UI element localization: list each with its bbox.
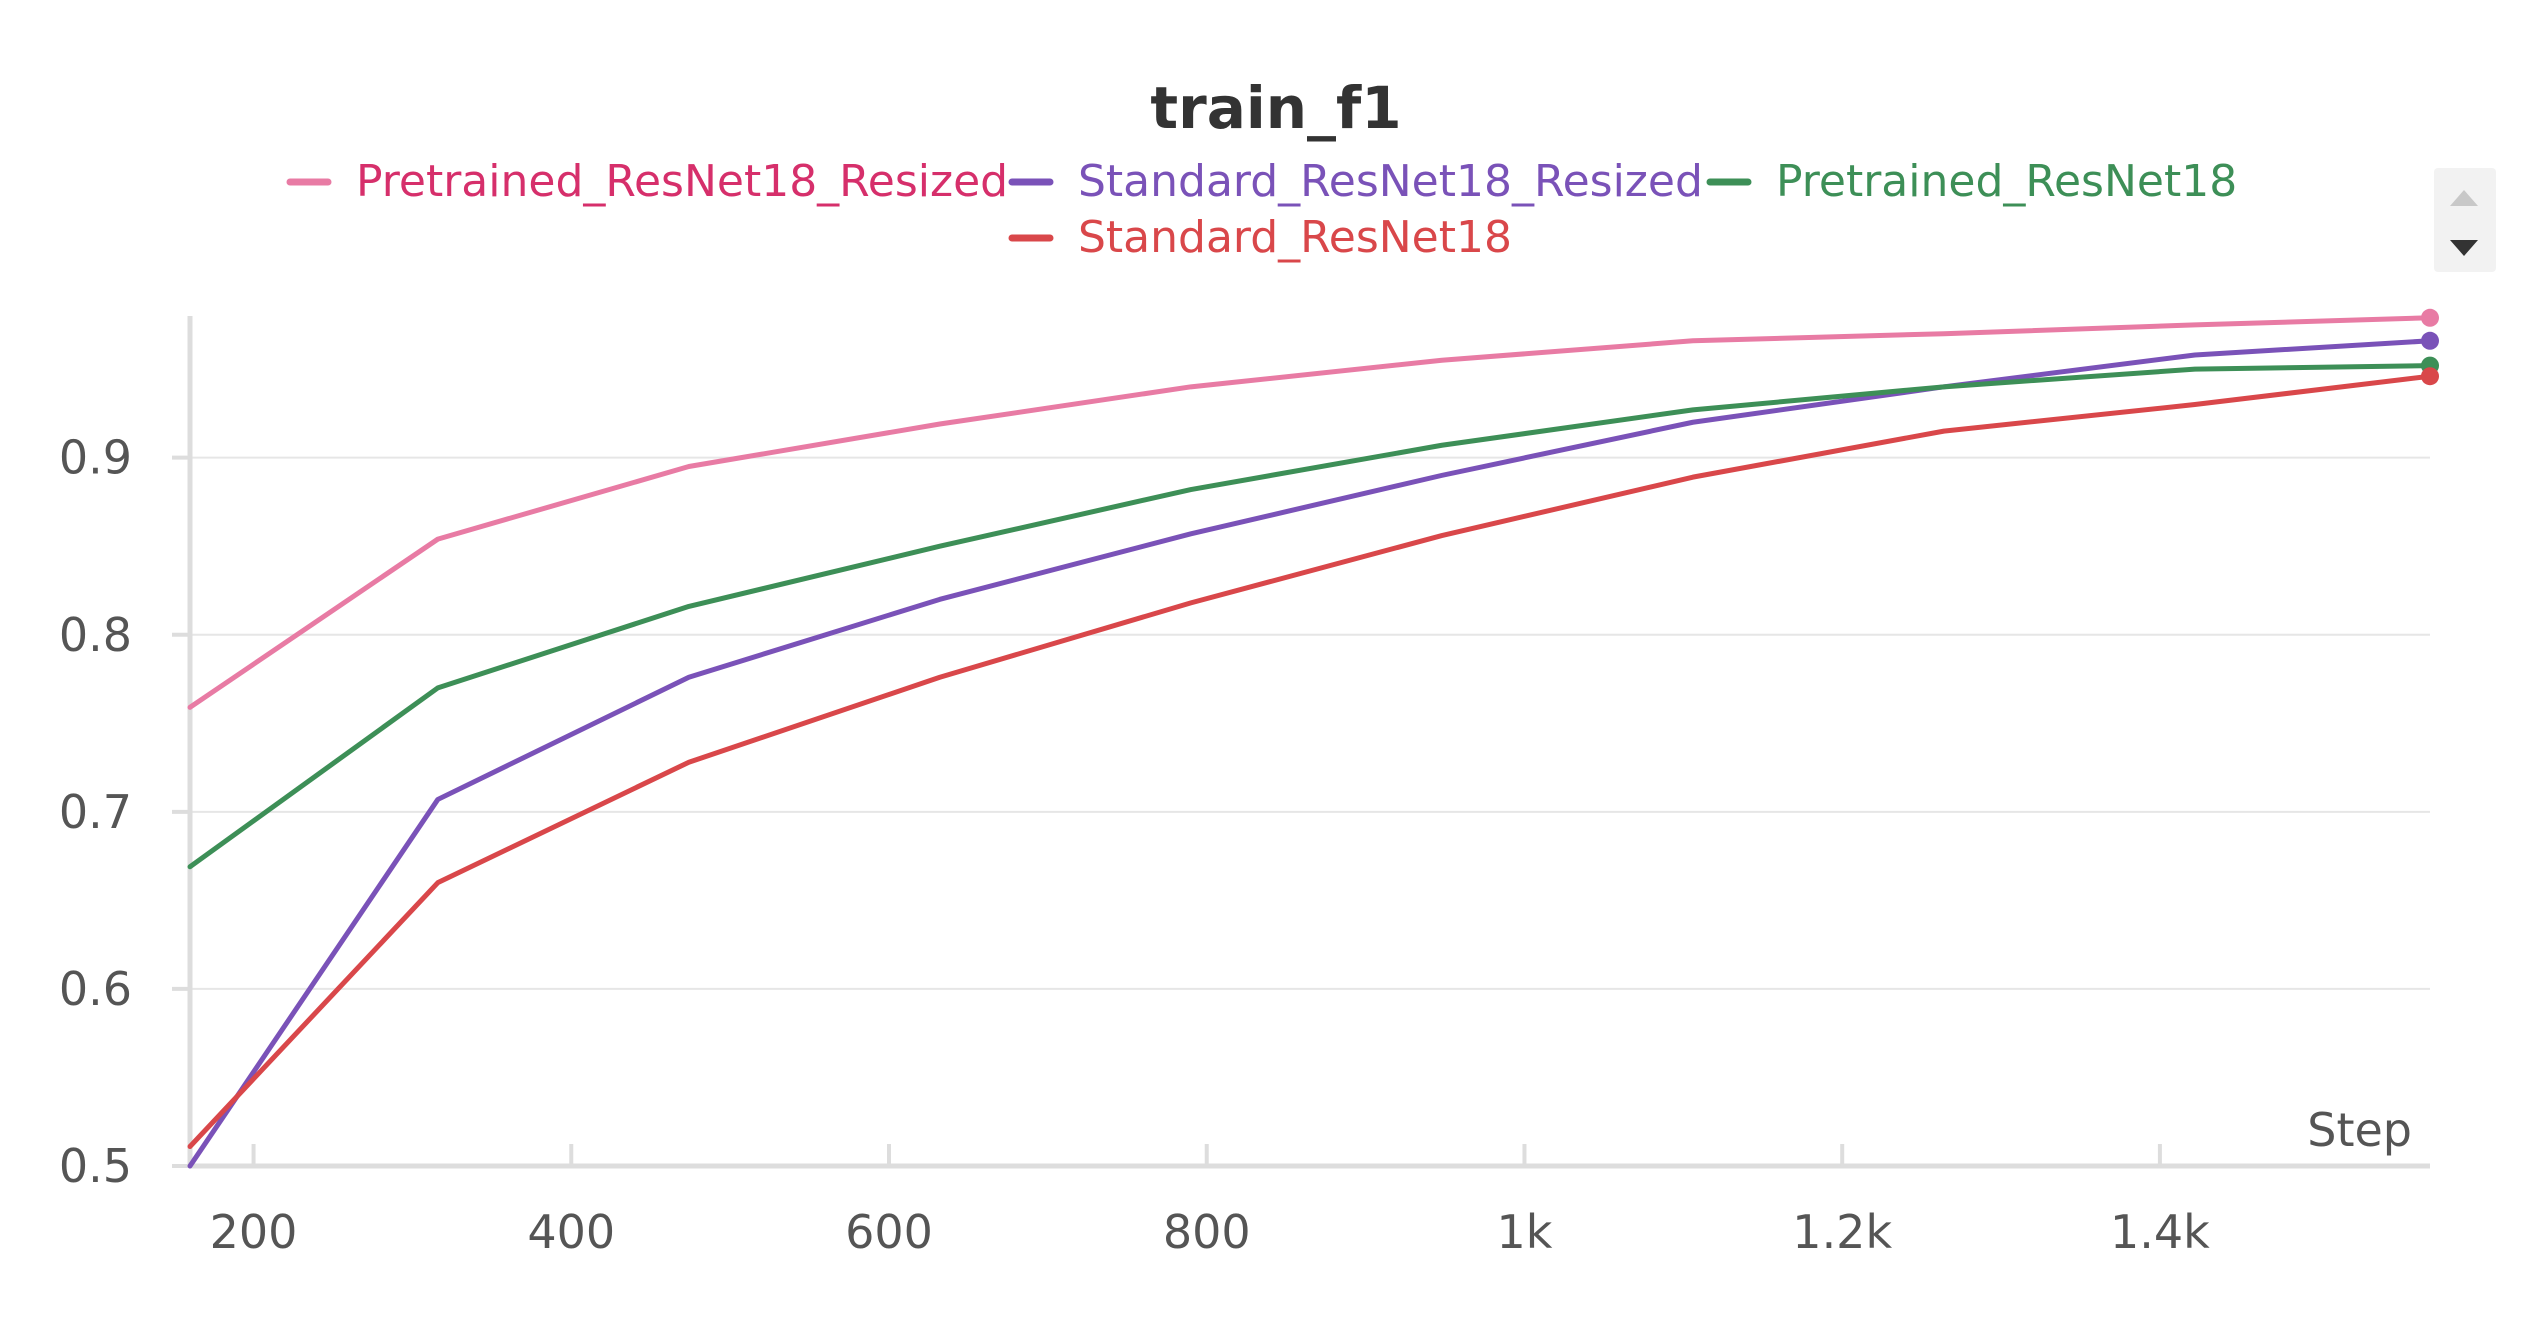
- y-tick-label: 0.8: [59, 608, 132, 662]
- legend-item[interactable]: Pretrained_ResNet18_Resized: [286, 156, 1008, 207]
- y-tick-label: 0.6: [59, 962, 132, 1016]
- y-tick-label: 0.5: [59, 1139, 132, 1193]
- legend-item[interactable]: Standard_ResNet18: [1008, 212, 1512, 263]
- x-tick-label: 1k: [1497, 1205, 1553, 1259]
- legend-scroll-control: [2434, 168, 2496, 272]
- x-axis-tick-labels: 200 400 600 800 1k 1.2k 1.4k: [210, 1205, 2211, 1259]
- series-end-point: [2421, 308, 2439, 327]
- legend-item[interactable]: Pretrained_ResNet18: [1706, 156, 2237, 207]
- series-lines: [187, 315, 2433, 1169]
- legend-label: Standard_ResNet18: [1078, 212, 1512, 263]
- x-tick-label: 600: [845, 1205, 933, 1259]
- y-tick-label: 0.7: [59, 785, 132, 839]
- series-line: [187, 315, 2433, 710]
- x-tick-label: 400: [527, 1205, 615, 1259]
- x-tick-label: 200: [210, 1205, 298, 1259]
- triangle-down-icon[interactable]: [2450, 240, 2478, 256]
- x-tick-label: 800: [1163, 1205, 1251, 1259]
- gridlines: [190, 456, 2430, 990]
- legend-label: Standard_ResNet18_Resized: [1078, 156, 1703, 207]
- legend: Pretrained_ResNet18_Resized Standard_ResN…: [286, 156, 2237, 263]
- legend-label: Pretrained_ResNet18_Resized: [356, 156, 1008, 207]
- series-end-markers: [2421, 308, 2439, 386]
- triangle-up-icon[interactable]: [2450, 190, 2478, 206]
- series-line: [187, 373, 2433, 1150]
- axes: [172, 316, 2430, 1169]
- x-tick-label: 1.4k: [2110, 1205, 2210, 1259]
- chart-title: train_f1: [1150, 74, 1401, 142]
- series-line: [187, 363, 2433, 870]
- legend-scroll-track: [2434, 168, 2496, 272]
- y-tick-label: 0.9: [59, 431, 132, 485]
- legend-label: Pretrained_ResNet18: [1776, 156, 2237, 207]
- series-end-point: [2421, 331, 2439, 350]
- series-end-point: [2421, 367, 2439, 386]
- x-axis-label: Step: [2307, 1103, 2412, 1157]
- series-line: [187, 338, 2433, 1169]
- y-axis-tick-labels: 0.5 0.6 0.7 0.8 0.9: [59, 431, 132, 1193]
- x-tick-label: 1.2k: [1792, 1205, 1892, 1259]
- legend-item[interactable]: Standard_ResNet18_Resized: [1008, 156, 1703, 207]
